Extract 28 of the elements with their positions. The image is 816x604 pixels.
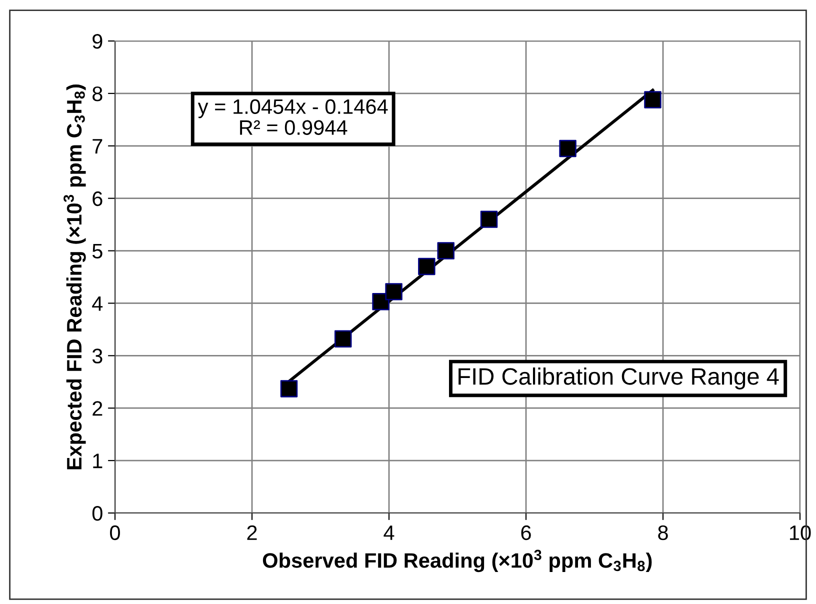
y-tick-label: 5 <box>92 244 102 259</box>
x-tick-label: 2 <box>247 525 257 540</box>
x-tick-label: 6 <box>521 525 531 540</box>
y-tick-label: 6 <box>92 191 102 206</box>
y-tick-label: 9 <box>92 34 102 49</box>
point <box>280 380 298 398</box>
y-tick-label: 0 <box>92 506 102 521</box>
x-tick-label: 4 <box>384 526 394 540</box>
annotation: y = 1.0454x - 0.1464 R² = 0.9944 <box>198 99 388 135</box>
point <box>334 330 352 348</box>
point <box>418 258 436 276</box>
point <box>385 283 402 300</box>
x-axis-title: Observed FID Reading (×10$^{3}$ ppm C$_{3}$H$_{8}$) <box>262 550 652 572</box>
y-tick-label: 3 <box>92 348 102 364</box>
point <box>437 242 454 260</box>
point <box>559 140 576 158</box>
y-tick-label: 7 <box>92 139 102 154</box>
y-tick-label: 8 <box>92 86 102 102</box>
point <box>480 210 498 228</box>
text: FID Calibration Curve Range 4 <box>458 367 779 390</box>
y-tick-label: 4 <box>92 296 103 311</box>
point <box>644 91 662 108</box>
y-axis-title: Expected FID Reading (×10$^{3}$ ppm C$_{3}$H$_{8}$) <box>64 84 86 470</box>
point <box>372 293 390 310</box>
y-tick-label: 2 <box>92 401 102 416</box>
x-tick-label: 8 <box>658 525 668 540</box>
y-tick-label: 1 <box>93 454 102 468</box>
x-tick-label: 0 <box>110 525 120 540</box>
